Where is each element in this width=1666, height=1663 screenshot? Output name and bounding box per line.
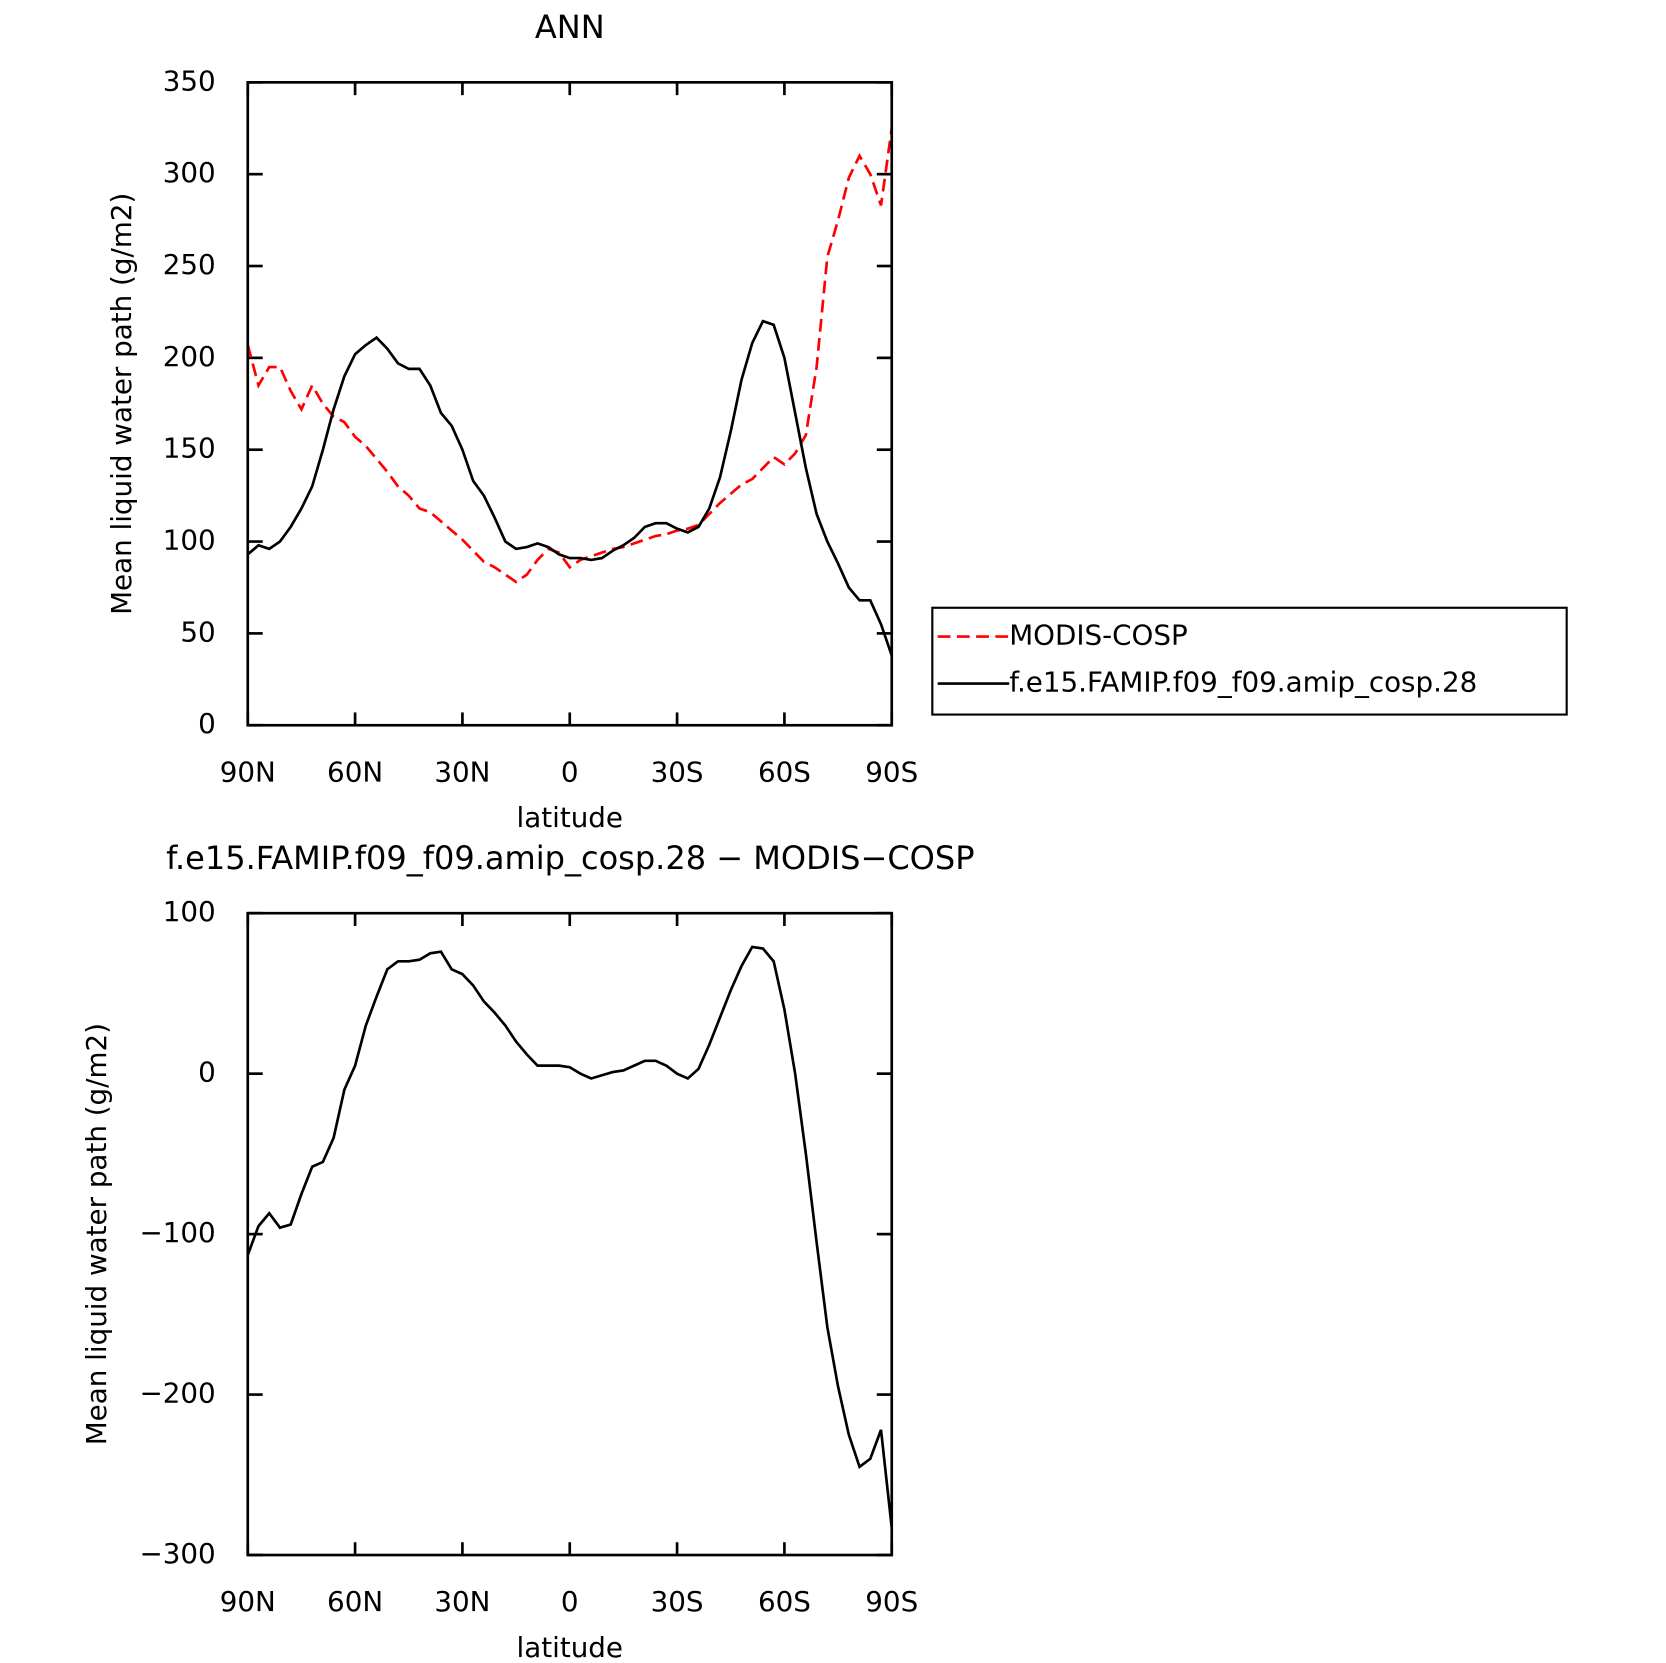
x-tick-label: 30S [651,1585,704,1618]
x-tick-label: 30S [651,755,704,788]
y-tick-label: −300 [140,1537,216,1570]
x-tick-label: 0 [561,1585,579,1618]
x-tick-label: 90N [220,755,276,788]
data-line [246,319,893,656]
x-tick-label: 90N [220,1585,276,1618]
y-tick-label: 200 [163,340,216,373]
y-tick-label: 100 [163,895,216,928]
y-tick-label: 300 [163,156,216,189]
y-tick-label: 0 [198,1056,216,1089]
y-tick-label: 50 [180,615,215,648]
data-line [246,128,894,584]
chart-title: f.e15.FAMIP.f09_f09.amip_cosp.28 − MODIS… [166,839,974,877]
y-tick-label: −100 [140,1216,216,1249]
y-axis-label: Mean liquid water path (g/m2) [80,1023,113,1445]
x-tick-label: 60S [758,755,811,788]
x-tick-label: 90S [865,755,918,788]
x-tick-label: 30N [434,755,490,788]
legend-box [931,606,1568,716]
y-tick-label: −200 [140,1377,216,1410]
y-tick-label: 350 [163,64,216,97]
x-tick-label: 60S [758,1585,811,1618]
plot-frame [246,911,894,1557]
x-axis-label: latitude [517,1631,623,1663]
y-tick-label: 150 [163,432,216,465]
x-tick-label: 60N [327,755,383,788]
legend-label: MODIS-COSP [1009,619,1188,652]
y-tick-label: 100 [163,524,216,557]
chart-title: ANN [535,8,605,46]
plot-frame [246,80,894,727]
x-tick-label: 60N [327,1585,383,1618]
data-line [246,945,894,1528]
legend-label: f.e15.FAMIP.f09_f09.amip_cosp.28 [1009,666,1477,699]
x-axis-label: latitude [517,801,623,834]
x-tick-label: 90S [865,1585,918,1618]
x-tick-label: 0 [561,755,579,788]
y-tick-label: 0 [198,707,216,740]
x-tick-label: 30N [434,1585,490,1618]
y-tick-label: 250 [163,248,216,281]
y-axis-label: Mean liquid water path (g/m2) [105,193,138,615]
